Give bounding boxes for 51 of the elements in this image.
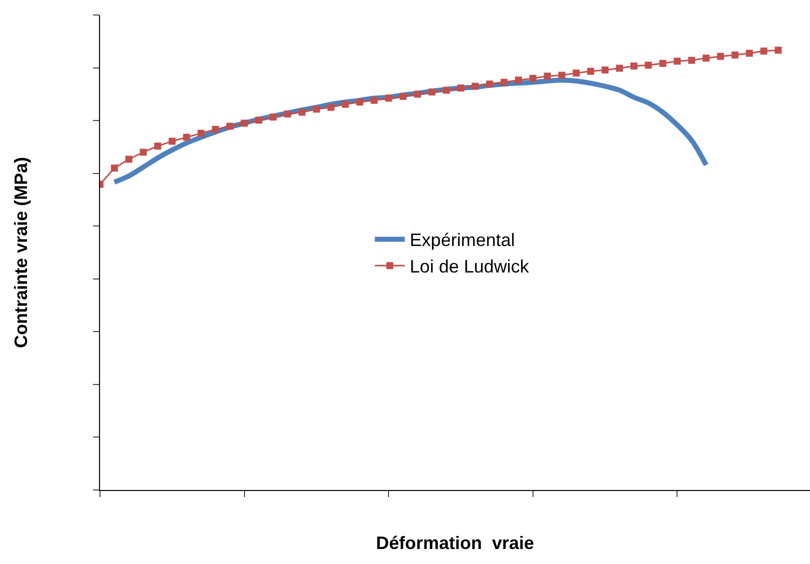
- point: [198, 130, 205, 137]
- point: [558, 72, 566, 79]
- point: [212, 126, 219, 133]
- point: [544, 72, 551, 80]
- legend-label: Expérimental: [410, 230, 515, 250]
- point: [168, 138, 176, 145]
- point: [688, 56, 696, 64]
- x-axis-title: Déformation vraie: [376, 533, 534, 554]
- point: [572, 70, 580, 77]
- point: [356, 98, 364, 106]
- point: [731, 52, 738, 59]
- point: [183, 134, 190, 141]
- point: [702, 54, 710, 62]
- point: [428, 88, 436, 96]
- point: [400, 92, 407, 100]
- point: [284, 110, 292, 118]
- point: [327, 104, 334, 111]
- point: [125, 156, 132, 163]
- point: [515, 76, 522, 84]
- point: [457, 84, 464, 92]
- point: [644, 62, 652, 69]
- point: [746, 50, 753, 57]
- point: [240, 120, 248, 127]
- y-axis-title: Contrainte vraie (MPa): [11, 156, 32, 348]
- point: [659, 60, 666, 67]
- point: [226, 122, 234, 130]
- point: [616, 64, 624, 72]
- point: [385, 94, 392, 102]
- point: [298, 108, 306, 116]
- point: [110, 164, 118, 172]
- legend-label: Loi de Ludwick: [410, 256, 530, 277]
- point: [674, 58, 681, 65]
- point: [370, 96, 378, 104]
- point: [255, 116, 262, 124]
- point: [760, 48, 768, 55]
- point: [312, 106, 320, 113]
- point: [140, 148, 147, 156]
- point: [529, 74, 536, 82]
- point: [442, 86, 450, 94]
- point: [717, 52, 724, 60]
- point: [342, 100, 349, 108]
- point: [587, 68, 594, 75]
- point: [630, 62, 638, 70]
- point: [486, 80, 494, 88]
- point: [500, 78, 508, 86]
- point: [602, 66, 609, 74]
- point: [154, 142, 162, 150]
- point: [774, 46, 782, 54]
- point: [472, 82, 479, 90]
- point: [270, 114, 277, 121]
- point: [414, 90, 421, 98]
